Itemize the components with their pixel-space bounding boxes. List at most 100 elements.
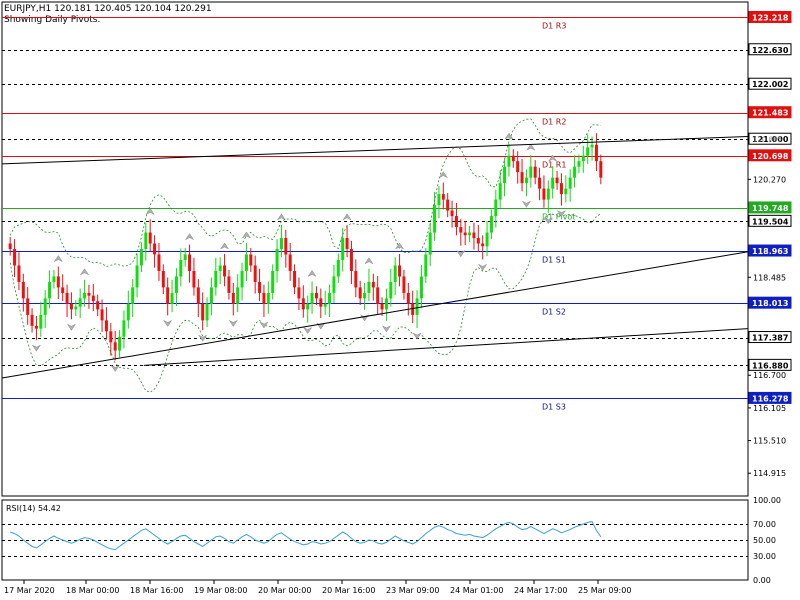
- candle-body: [266, 292, 270, 304]
- candle-body: [275, 249, 279, 271]
- candle-body: [96, 301, 100, 310]
- fractal-down-marker: [302, 326, 313, 335]
- price-panel-frame: [1, 1, 749, 497]
- candle-body: [577, 161, 581, 167]
- pivot-level-label: D1 S3: [542, 403, 566, 412]
- candle-body: [214, 270, 218, 288]
- candle-body: [297, 287, 301, 299]
- candle-body: [306, 303, 310, 310]
- candle-body: [258, 281, 262, 293]
- candle-body: [118, 336, 122, 351]
- fractal-down-marker: [259, 321, 269, 329]
- candle-body: [520, 172, 524, 184]
- candle-body: [516, 161, 520, 173]
- fractal-down-marker: [412, 332, 422, 340]
- candle-body: [564, 188, 568, 195]
- candle-body: [599, 161, 603, 178]
- candle-body: [135, 265, 139, 288]
- candle-body: [161, 270, 165, 288]
- candle-body: [30, 314, 34, 326]
- candle-body: [34, 325, 38, 329]
- candle-body: [100, 309, 104, 321]
- candle-body: [83, 292, 87, 299]
- fractal-down-marker: [197, 334, 208, 342]
- candle-body: [354, 270, 358, 288]
- price-tag-box: [748, 201, 792, 214]
- x-tick-label: 24 Mar 01:00: [450, 586, 503, 595]
- candle-body: [179, 259, 183, 277]
- candle-body: [231, 292, 235, 304]
- candle-body: [524, 177, 528, 184]
- candle-body: [551, 177, 555, 189]
- candle-body: [494, 199, 498, 217]
- candle-body: [240, 270, 244, 288]
- candle-body: [586, 147, 590, 156]
- price-tag-box: [748, 331, 792, 344]
- candle-body: [590, 144, 594, 148]
- candle-body: [284, 238, 288, 255]
- candle-body: [472, 232, 476, 239]
- y-tick-label: 115.510: [753, 437, 786, 446]
- rsi-label: RSI(14) 54.42: [6, 504, 61, 513]
- candle-body: [13, 249, 17, 266]
- fractal-up-marker: [547, 154, 558, 162]
- candle-body: [310, 292, 314, 304]
- fractal-up-marker: [219, 242, 230, 250]
- price-tag-box: [748, 214, 792, 227]
- candle-body: [424, 254, 428, 277]
- fractal-up-marker: [438, 171, 449, 179]
- price-tag-box: [748, 77, 792, 90]
- price-tag-label: 121.483: [752, 109, 788, 118]
- fractal-down-marker: [110, 364, 120, 372]
- candle-body: [415, 298, 419, 315]
- price-tag-label: 119.748: [752, 204, 789, 213]
- candle-body: [573, 166, 577, 178]
- candle-body: [485, 232, 489, 247]
- candle-body: [363, 292, 367, 299]
- y-tick-label: 118.485: [753, 273, 786, 282]
- candle-body: [74, 306, 78, 310]
- candle-body: [411, 303, 415, 315]
- x-tick-label: 24 Mar 17:00: [514, 586, 567, 595]
- fractal-up-marker: [276, 213, 287, 221]
- pivot-level-label: D1 S1: [542, 256, 566, 265]
- fractal-up-marker: [364, 257, 374, 265]
- candle-body: [406, 292, 410, 304]
- candle-body: [113, 342, 117, 351]
- candle-body: [61, 287, 65, 293]
- fractal-down-marker: [162, 319, 173, 327]
- y-tick-label: 116.105: [753, 404, 786, 413]
- trendline: [143, 328, 749, 366]
- candle-body: [555, 177, 559, 184]
- candle-body: [581, 155, 585, 162]
- candle-body: [328, 292, 332, 304]
- candle-body: [236, 287, 240, 304]
- candle-body: [52, 276, 56, 282]
- candle-body: [468, 232, 472, 236]
- candle-body: [188, 254, 192, 271]
- candle-body: [8, 243, 12, 249]
- upper-band-line: [9, 118, 601, 267]
- fractal-down-marker: [477, 263, 488, 271]
- price-tag-box: [748, 106, 792, 119]
- candle-body: [376, 287, 380, 304]
- candle-body: [144, 232, 148, 249]
- pivot-level-label: D1 R1: [542, 161, 566, 170]
- candle-body: [170, 292, 174, 304]
- fractal-up-marker: [145, 207, 155, 216]
- y-tick-label: 120.270: [753, 175, 786, 184]
- price-tag-box: [748, 132, 792, 145]
- fractal-up-marker: [79, 268, 90, 276]
- candle-body: [437, 194, 441, 206]
- candle-body: [201, 303, 205, 321]
- candle-body: [218, 265, 222, 271]
- candle-body: [341, 238, 345, 260]
- candle-body: [507, 155, 511, 167]
- candle-body: [122, 320, 126, 337]
- x-tick-label: 18 Mar 00:00: [66, 586, 119, 595]
- candle-body: [380, 303, 384, 310]
- pivot-level-label: D1 S2: [542, 308, 566, 317]
- candle-body: [205, 303, 209, 321]
- candle-body: [428, 232, 432, 255]
